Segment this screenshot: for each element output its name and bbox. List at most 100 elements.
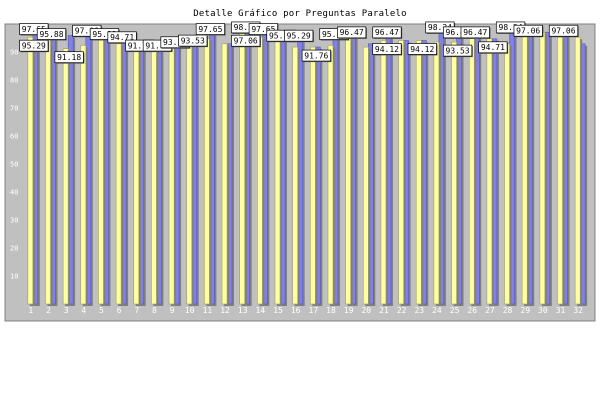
y-tick-label: 60 — [10, 133, 18, 141]
x-category-label: 16 — [291, 306, 301, 315]
bar-series-b — [239, 31, 246, 305]
bar-series-b — [362, 46, 369, 305]
svg-text:95.88: 95.88 — [92, 30, 116, 39]
x-category-label: 25 — [450, 306, 460, 315]
x-category-label: 10 — [185, 306, 195, 315]
y-tick-label: 90 — [10, 49, 18, 57]
x-category-label: 31 — [556, 306, 566, 315]
x-category-label: 2 — [46, 306, 51, 315]
x-category-label: 3 — [64, 306, 69, 315]
svg-text:91.18: 91.18 — [57, 53, 81, 62]
x-category-label: 13 — [238, 306, 248, 315]
bar-series-b — [504, 43, 510, 305]
svg-text:93.53: 93.53 — [163, 38, 187, 47]
data-label: 97.06 — [231, 34, 261, 48]
svg-text:97.65: 97.65 — [22, 25, 46, 34]
bar-series-b — [468, 33, 475, 305]
y-tick-label: 40 — [10, 189, 18, 197]
svg-text:95.88: 95.88 — [322, 30, 346, 39]
bar-series-b — [327, 45, 334, 305]
svg-text:97.65: 97.65 — [198, 25, 222, 34]
bars-layer — [27, 28, 588, 307]
data-label: 95.88 — [36, 28, 67, 41]
bar-series-b — [292, 46, 298, 305]
data-label: 95.29 — [284, 29, 314, 43]
x-category-label: 5 — [99, 306, 104, 315]
bar-series-b — [257, 36, 263, 305]
x-category-label: 19 — [344, 306, 354, 315]
svg-text:91.76: 91.76 — [145, 41, 169, 50]
svg-text:97.06: 97.06 — [516, 27, 540, 36]
bar-series-b — [345, 36, 351, 305]
x-category-label: 6 — [117, 306, 122, 315]
x-category-label: 27 — [485, 306, 495, 315]
x-category-label: 26 — [467, 306, 477, 315]
x-category-label: 7 — [134, 306, 139, 315]
data-label: 97.06 — [548, 24, 579, 38]
bar-series-b — [539, 31, 546, 305]
y-tick-label: 20 — [10, 245, 18, 253]
y-tick-label: 70 — [10, 105, 18, 113]
y-tick-label: 50 — [10, 161, 18, 169]
data-label: 96.47 — [460, 26, 491, 39]
svg-text:95.88: 95.88 — [39, 30, 63, 39]
svg-text:96.47: 96.47 — [340, 28, 364, 37]
x-category-label: 29 — [520, 306, 530, 315]
bar-series-b — [310, 46, 316, 305]
x-categories-layer: 1 2 3 4 5 6 7 8 9 10 11 12 13 14 15 16 17 18 19 20 21 22 23 24 2… — [28, 306, 583, 315]
svg-text:97.65: 97.65 — [251, 25, 275, 34]
bar-series-b — [221, 43, 228, 305]
bar-series-b — [151, 43, 157, 305]
chart-title: Detalle Gráfico por Preguntas Paralelo — [193, 9, 407, 19]
bar-series-b — [574, 36, 581, 305]
x-category-label: 28 — [503, 306, 513, 315]
bar-series-b — [274, 36, 281, 305]
x-category-label: 22 — [397, 306, 407, 315]
bar-series-b — [204, 38, 210, 305]
x-category-label: 30 — [538, 306, 548, 315]
data-label: 91.18 — [54, 51, 85, 64]
x-category-label: 20 — [361, 306, 371, 315]
bar-series-b — [415, 40, 422, 305]
svg-text:91.76: 91.76 — [128, 41, 152, 50]
x-category-label: 24 — [432, 306, 442, 315]
y-tick-label: 10 — [10, 273, 18, 281]
bar-series-b — [133, 43, 140, 305]
data-label: 93.53 — [178, 34, 208, 48]
svg-text:98.24: 98.24 — [234, 23, 258, 32]
bar-series-b — [380, 40, 387, 305]
svg-text:97.06: 97.06 — [75, 27, 99, 36]
bar-series-b — [433, 41, 440, 305]
bar-series-b — [451, 41, 457, 305]
x-category-label: 23 — [414, 306, 424, 315]
svg-text:95.29: 95.29 — [22, 41, 46, 50]
data-label: 97.65 — [195, 23, 226, 36]
data-label: 97.06 — [513, 24, 544, 38]
y-ticks-layer: 10 20 30 40 50 60 70 80 90 — [10, 49, 18, 281]
data-label: 95.29 — [19, 39, 50, 53]
bar-series-b — [98, 36, 104, 305]
svg-text:94.71: 94.71 — [110, 33, 134, 42]
bar-series-b — [45, 35, 51, 305]
svg-text:98.24: 98.24 — [428, 23, 452, 32]
svg-text:91.76: 91.76 — [304, 51, 328, 60]
bar-series-b — [115, 43, 122, 305]
data-label: 94.12 — [372, 43, 403, 56]
x-category-label: 4 — [81, 306, 86, 315]
x-category-label: 21 — [379, 306, 389, 315]
bar-series-b — [62, 48, 69, 305]
data-label: 94.71 — [107, 31, 138, 44]
svg-text:93.53: 93.53 — [446, 46, 470, 55]
bar-series-b — [27, 36, 34, 305]
svg-text:95.29: 95.29 — [269, 31, 293, 40]
svg-text:98.24: 98.24 — [499, 23, 523, 32]
data-label: 91.76 — [301, 49, 332, 63]
x-category-label: 12 — [220, 306, 230, 315]
svg-text:95.29: 95.29 — [287, 31, 311, 40]
data-label: 93.53 — [442, 44, 473, 58]
x-category-label: 15 — [273, 306, 283, 315]
x-category-label: 18 — [326, 306, 336, 315]
svg-text:97.06: 97.06 — [551, 27, 575, 36]
svg-text:94.71: 94.71 — [481, 43, 505, 52]
